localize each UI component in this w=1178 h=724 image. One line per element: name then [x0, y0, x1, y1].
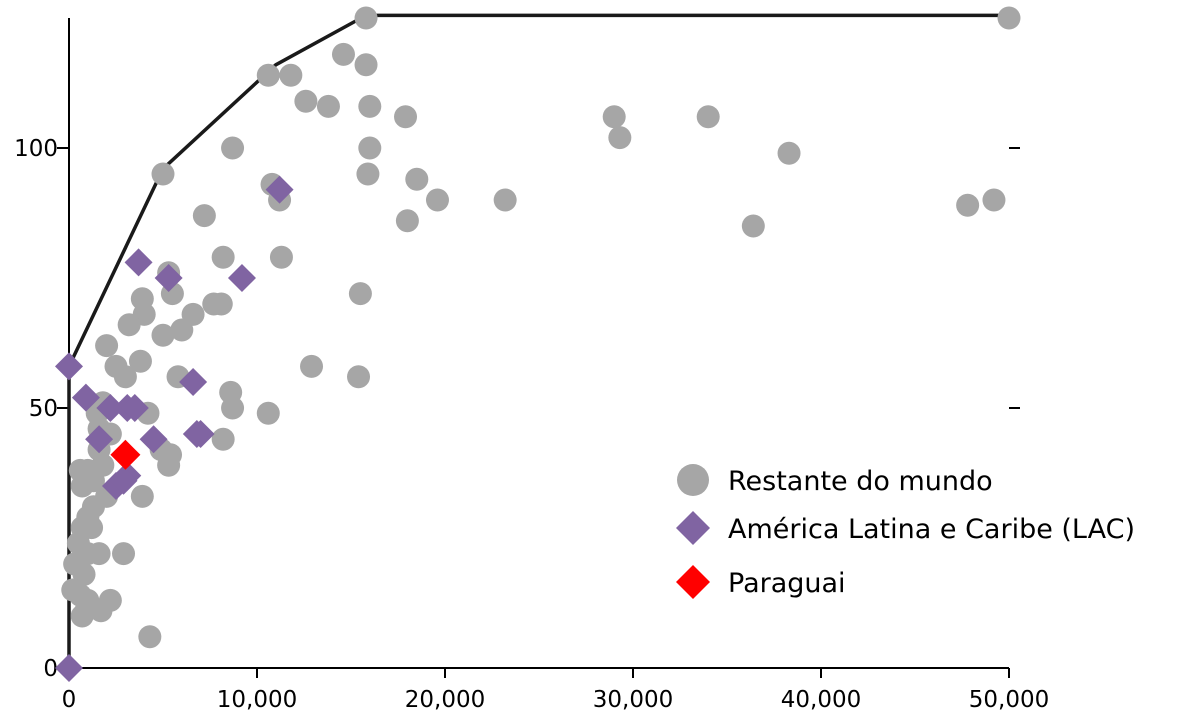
y-tick-label: 100 [14, 136, 58, 162]
y-tick-label: 0 [43, 656, 58, 682]
data-point [211, 245, 235, 269]
data-point [982, 188, 1006, 212]
data-point [347, 365, 371, 389]
data-point [110, 439, 141, 470]
axes: 0 10,000 20,000 30,000 40,000 50,000 0 50 100 [14, 18, 1049, 713]
data-point [96, 394, 125, 422]
data-point [300, 354, 324, 378]
data-point [87, 542, 111, 566]
data-point [85, 425, 114, 454]
frontier-line [67, 13, 1009, 668]
data-point [279, 63, 303, 87]
data-point [209, 292, 233, 316]
data-point [997, 6, 1021, 30]
data-point [139, 425, 168, 454]
data-point [227, 264, 256, 292]
data-point [70, 604, 94, 628]
data-point [331, 42, 355, 66]
x-tick-label: 10,000 [217, 687, 297, 713]
data-point [265, 175, 294, 204]
data-point [120, 394, 149, 422]
data-point [89, 599, 113, 623]
data-point [294, 89, 318, 113]
legend-marker [676, 511, 710, 545]
data-point [117, 313, 141, 337]
data-point [221, 136, 245, 160]
data-point [316, 94, 340, 118]
data-point [124, 248, 153, 277]
data-marks [55, 6, 1021, 682]
legend-label: América Latina e Caribe (LAC) [728, 514, 1135, 545]
data-point [356, 162, 380, 186]
data-point [256, 63, 280, 87]
data-point [179, 368, 208, 396]
data-point [128, 349, 152, 373]
data-point [130, 484, 154, 508]
data-point [138, 625, 162, 649]
data-point [395, 209, 419, 233]
legend-label: Paraguai [728, 568, 846, 599]
y-tick-label: 50 [29, 396, 58, 422]
series-0 [61, 6, 1021, 649]
x-tick-label: 50,000 [969, 687, 1049, 713]
legend-marker [677, 464, 709, 496]
data-point [113, 365, 137, 389]
data-point [269, 245, 293, 269]
x-tick-label: 0 [62, 687, 77, 713]
data-point [186, 420, 215, 448]
data-point [405, 167, 429, 191]
data-point [151, 162, 175, 186]
data-point [71, 383, 100, 412]
x-tick-label: 40,000 [781, 687, 861, 713]
data-point [151, 323, 175, 347]
data-point [55, 654, 83, 682]
data-point [80, 516, 104, 540]
data-point [112, 542, 136, 566]
data-point [221, 396, 245, 420]
frontier-line-group [67, 13, 1009, 668]
data-point [211, 427, 235, 451]
data-point [95, 334, 119, 358]
data-point [741, 214, 765, 238]
data-point [956, 193, 980, 217]
data-point [358, 136, 382, 160]
data-point [608, 126, 632, 150]
x-tick-label: 20,000 [405, 687, 485, 713]
legend-label: Restante do mundo [728, 466, 993, 497]
data-point [425, 188, 449, 212]
data-point [154, 264, 183, 292]
data-point [192, 204, 216, 228]
data-point [602, 105, 626, 129]
legend-marker [676, 565, 710, 599]
x-tick-label: 30,000 [593, 687, 673, 713]
data-point [354, 53, 378, 77]
data-point [256, 401, 280, 425]
data-point [55, 352, 83, 381]
data-point [354, 6, 378, 30]
data-point [394, 105, 418, 129]
series-1 [55, 175, 294, 682]
data-point [358, 94, 382, 118]
data-point [109, 466, 138, 495]
data-point [777, 141, 801, 165]
data-point [493, 188, 517, 212]
series-2 [110, 439, 141, 470]
data-point [696, 105, 720, 129]
data-point [348, 282, 372, 306]
data-point [157, 453, 181, 477]
legend: Restante do mundo América Latina e Caribe… [676, 464, 1135, 599]
data-point [70, 474, 94, 498]
data-point [170, 318, 194, 342]
